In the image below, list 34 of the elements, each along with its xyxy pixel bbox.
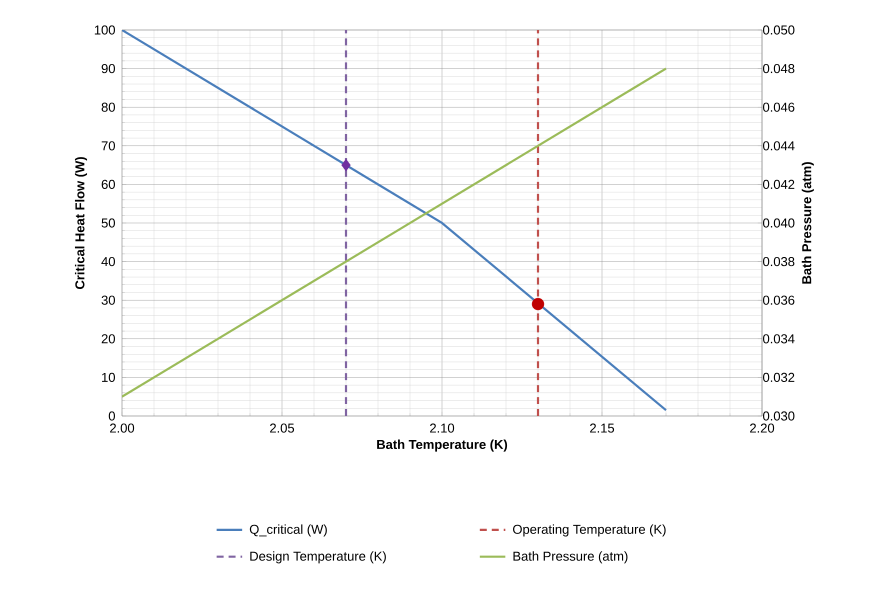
legend-label: Operating Temperature (K) bbox=[513, 524, 666, 536]
y-axis-title: Critical Heat Flow (W) bbox=[74, 157, 88, 290]
y2-tick-label: 0.038 bbox=[763, 257, 794, 266]
y-tick-label: 70 bbox=[102, 141, 115, 150]
y2-tick-label: 0.032 bbox=[763, 372, 794, 382]
y2-tick-label: 0.036 bbox=[763, 296, 794, 305]
y-tick-label: 20 bbox=[102, 334, 115, 344]
x-axis-title: Bath Temperature (K) bbox=[377, 440, 508, 452]
y2-tick-label: 0.050 bbox=[763, 25, 794, 35]
x-tick-label: 2.05 bbox=[270, 424, 294, 433]
legend-label: Q_critical (W) bbox=[250, 524, 327, 536]
y2-tick-label: 0.046 bbox=[763, 102, 794, 112]
y2-tick-label: 0.048 bbox=[763, 64, 794, 74]
legend-label: Design Temperature (K) bbox=[250, 551, 386, 564]
y-tick-label: 30 bbox=[102, 296, 115, 305]
y-tick-label: 50 bbox=[102, 218, 115, 228]
y-tick-label: 100 bbox=[94, 25, 115, 35]
y2-tick-label: 0.040 bbox=[763, 218, 794, 228]
x-tick-label: 2.15 bbox=[590, 424, 614, 433]
y-tick-label: 0 bbox=[108, 411, 115, 421]
y-tick-label: 10 bbox=[102, 372, 115, 382]
x-tick-label: 2.20 bbox=[750, 424, 774, 433]
y2-tick-label: 0.042 bbox=[763, 180, 794, 189]
y-tick-label: 40 bbox=[101, 257, 115, 266]
y-tick-label: 80 bbox=[102, 102, 115, 112]
x-tick-label: 2.10 bbox=[430, 424, 454, 433]
y2-tick-label: 0.044 bbox=[763, 141, 795, 150]
y-tick-label: 60 bbox=[102, 180, 115, 189]
y-tick-label: 90 bbox=[102, 64, 115, 74]
x-tick-label: 2.00 bbox=[110, 424, 134, 433]
y2-axis-title: Bath Pressure (atm) bbox=[802, 162, 814, 284]
y2-tick-label: 0.030 bbox=[763, 411, 794, 421]
legend-label: Bath Pressure (atm) bbox=[513, 551, 628, 564]
y2-tick-label: 0.034 bbox=[763, 334, 795, 344]
